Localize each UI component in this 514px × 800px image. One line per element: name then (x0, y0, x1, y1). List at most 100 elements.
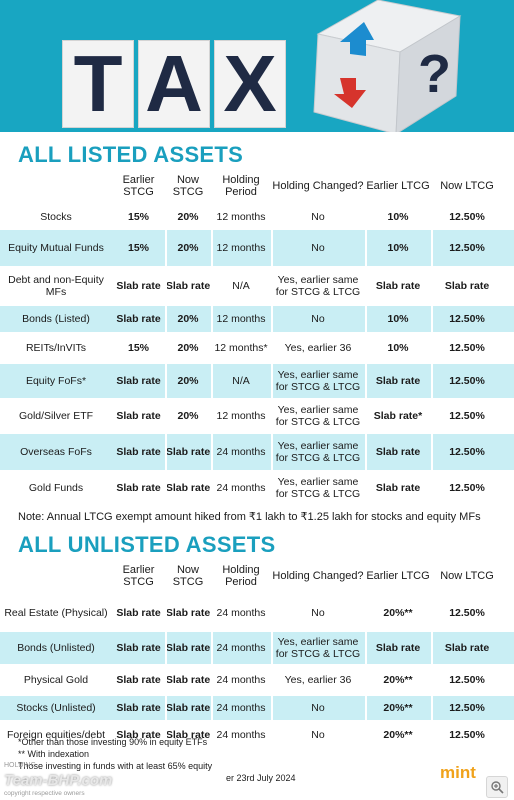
earlier-stcg-cell: Slab rate (116, 482, 161, 494)
watermark-site: Team-BHP.com (4, 772, 113, 789)
table-row: Physical Gold Slab rate Slab rate 24 months… (0, 664, 514, 696)
column-header: Earlier STCG (122, 174, 155, 198)
holding-changed-cell: No (311, 702, 325, 714)
column-divider (431, 696, 433, 720)
column-header: Earlier LTCG (366, 180, 430, 192)
earlier-stcg-cell: Slab rate (116, 702, 161, 714)
now-ltcg-cell: 12.50% (449, 482, 485, 494)
asset-cell: Foreign equities/debt (6, 729, 106, 741)
column-divider (271, 364, 273, 398)
holding-period-cell: 12 months* (214, 342, 268, 354)
holding-period-cell: 24 months (216, 607, 266, 619)
table-row: Gold Funds Slab rate Slab rate 24 months Yes… (0, 470, 514, 506)
holding-period-cell: 24 months (216, 446, 266, 458)
table-row: Gold/Silver ETF Slab rate 20% 12 months Yes,… (0, 398, 514, 434)
earlier-ltcg-cell: Slab rate (375, 280, 421, 292)
column-divider (365, 434, 367, 470)
now-stcg-cell: 20% (177, 211, 199, 223)
column-header: Holding Period (222, 174, 260, 198)
column-divider (165, 230, 167, 266)
now-ltcg-cell: 12.50% (449, 313, 485, 325)
column-header: Now STCG (172, 174, 204, 198)
column-divider (365, 664, 367, 696)
earlier-ltcg-cell: 10% (387, 342, 409, 354)
earlier-stcg-cell: Slab rate (116, 410, 161, 422)
column-divider (211, 230, 213, 266)
now-ltcg-cell: 12.50% (449, 375, 485, 387)
column-divider (211, 664, 213, 696)
now-ltcg-cell: 12.50% (449, 674, 485, 686)
now-stcg-cell: 20% (177, 410, 199, 422)
column-divider (271, 204, 273, 230)
zoom-icon[interactable] (486, 776, 508, 798)
column-divider (165, 720, 167, 750)
asset-cell: Equity FoFs* (25, 375, 87, 387)
column-divider (431, 266, 433, 306)
watermark-tagline: copyright respective owners (4, 790, 85, 797)
column-divider (165, 266, 167, 306)
earlier-ltcg-cell: Slab rate (375, 446, 421, 458)
column-divider (271, 470, 273, 506)
now-ltcg-cell: 12.50% (449, 607, 485, 619)
column-divider (211, 720, 213, 750)
tax-die-icon: ? (300, 0, 500, 132)
column-header: Holding Changed? (272, 570, 364, 582)
table-row: Equity Mutual Funds 15% 20% 12 months No 10% 1… (0, 230, 514, 266)
now-ltcg-cell: 12.50% (449, 446, 485, 458)
earlier-stcg-cell: Slab rate (116, 313, 161, 325)
column-divider (211, 266, 213, 306)
column-divider (211, 632, 213, 664)
unlisted-title: ALL UNLISTED ASSETS (18, 532, 276, 557)
holding-period-cell: 24 months (216, 482, 266, 494)
holding-changed-cell: No (311, 211, 325, 223)
earlier-stcg-cell: Slab rate (116, 729, 161, 741)
column-divider (165, 364, 167, 398)
column-header: Now STCG (172, 564, 204, 588)
listed-title: ALL LISTED ASSETS (18, 142, 244, 167)
column-divider (431, 306, 433, 332)
table-row: Bonds (Listed) Slab rate 20% 12 months No 10%… (0, 306, 514, 332)
footnote-2: ** With indexation (18, 749, 90, 759)
table-row: Stocks (Unlisted) Slab rate Slab rate 24 mo… (0, 696, 514, 720)
column-divider (271, 398, 273, 434)
table-row: Debt and non-Equity MFs Slab rate Slab rat… (0, 266, 514, 306)
now-stcg-cell: Slab rate (165, 702, 211, 714)
footnote-4: er 23rd July 2024 (226, 773, 296, 783)
earlier-stcg-cell: Slab rate (116, 446, 161, 458)
column-divider (165, 332, 167, 364)
now-stcg-cell: Slab rate (165, 280, 211, 292)
table-row: Bonds (Unlisted) Slab rate Slab rate 24 mon… (0, 632, 514, 664)
holding-period-cell: 12 months (216, 242, 266, 254)
earlier-stcg-cell: Slab rate (116, 375, 161, 387)
earlier-ltcg-cell: Slab rate* (373, 410, 423, 422)
column-divider (365, 470, 367, 506)
table-header-row: Earlier STCG Now STCG Holding Period Holdin… (0, 168, 514, 204)
holding-changed-cell: Yes, earlier same for STCG & LTCG (275, 476, 361, 500)
table-row: Stocks 15% 20% 12 months No 10% 12.50% (0, 204, 514, 230)
column-divider (271, 230, 273, 266)
table-row: Equity FoFs* Slab rate 20% N/A Yes, earlier … (0, 364, 514, 398)
ltcg-note: Note: Annual LTCG exempt amount hiked fr… (18, 511, 481, 523)
now-stcg-cell: 20% (177, 375, 199, 387)
column-divider (271, 332, 273, 364)
column-divider (365, 230, 367, 266)
asset-cell: Gold Funds (28, 482, 84, 494)
column-divider (365, 332, 367, 364)
holding-changed-cell: Yes, earlier same for STCG & LTCG (275, 274, 361, 298)
column-divider (365, 306, 367, 332)
now-ltcg-cell: 12.50% (449, 342, 485, 354)
now-ltcg-cell: 12.50% (449, 729, 485, 741)
column-divider (271, 720, 273, 750)
column-divider (431, 332, 433, 364)
asset-cell: Equity Mutual Funds (8, 242, 104, 254)
down-arrow-icon (334, 78, 366, 108)
holding-period-cell: 12 months (216, 313, 266, 325)
earlier-ltcg-cell: 10% (387, 313, 409, 325)
column-divider (431, 664, 433, 696)
now-ltcg-cell: 12.50% (449, 211, 485, 223)
asset-cell: Gold/Silver ETF (18, 410, 94, 422)
column-divider (165, 594, 167, 632)
column-divider (271, 696, 273, 720)
column-divider (431, 632, 433, 664)
column-divider (365, 632, 367, 664)
